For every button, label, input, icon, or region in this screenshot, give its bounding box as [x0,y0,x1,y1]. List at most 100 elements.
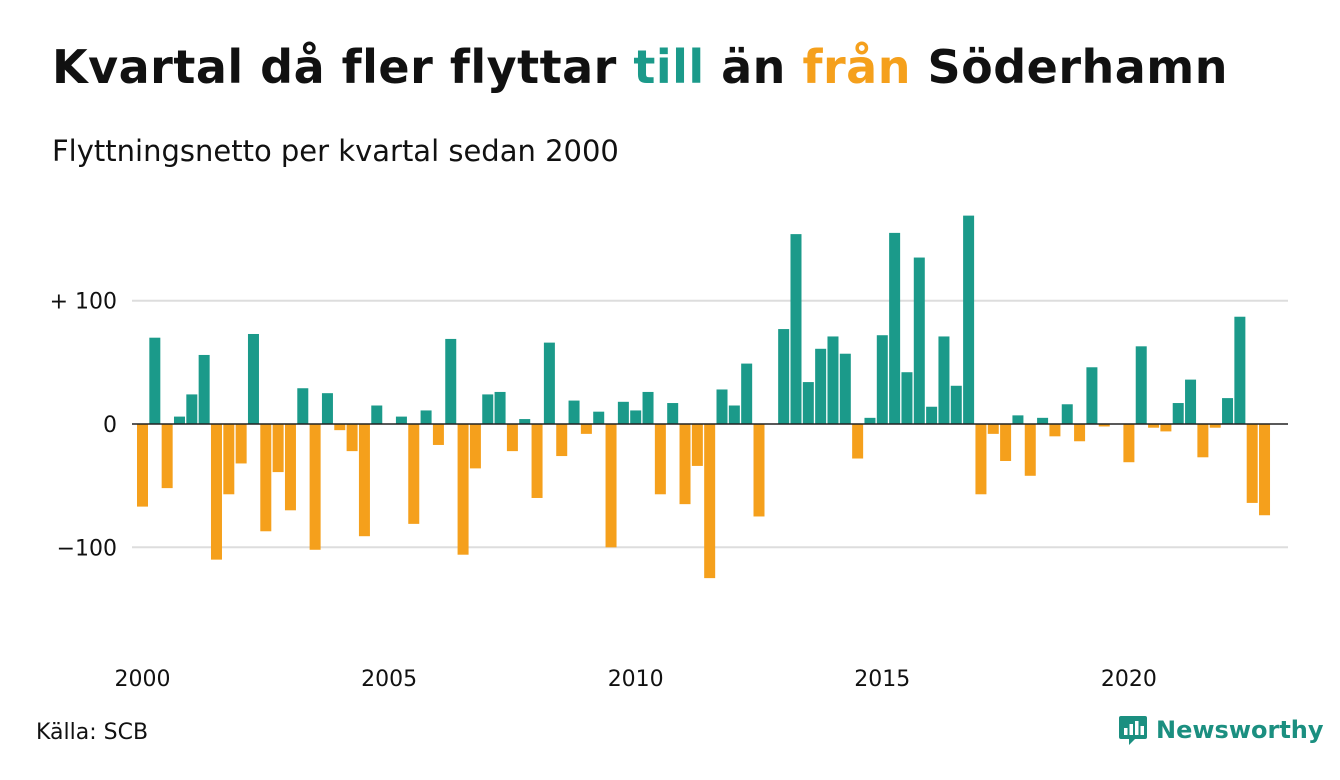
bar [494,391,506,424]
bar [839,353,851,424]
bar [1197,424,1209,458]
bar [1061,404,1073,424]
bar [790,234,802,424]
chart-title: Kvartal då fler flyttar till än från Söd… [52,40,1228,94]
bar [1234,316,1246,424]
bar-chart: + 100 0 −100 2000 2005 2010 2015 2020 [50,215,1288,692]
bar [728,405,740,424]
bar [506,424,518,452]
bar [852,424,864,459]
bar [617,401,629,424]
bar [913,257,925,424]
bar [802,382,814,424]
bar [1259,424,1271,516]
bar [827,336,839,424]
x-tick-label: 2020 [1101,667,1157,692]
bar [1123,424,1135,463]
bar [137,424,148,507]
bar [605,424,617,548]
bar [297,388,309,424]
bar [642,391,654,424]
bar [543,342,555,424]
bar [667,403,679,424]
bar [1098,424,1110,427]
title-positive-word: till [633,40,705,94]
bar [679,424,691,505]
title-part2: än [704,40,803,94]
bar [272,424,284,473]
bar [1246,424,1258,503]
brand-logo: Newsworthy [1118,714,1324,746]
bar [482,394,494,424]
bar [568,400,580,424]
bar [556,424,568,457]
bar [432,424,444,445]
bar [716,389,728,424]
bar [975,424,987,495]
x-tick-label: 2000 [115,667,171,692]
bar [938,336,950,424]
y-tick-label: −100 [57,536,117,561]
bar [334,424,346,431]
bar [1135,346,1147,424]
bar [198,354,210,424]
title-part3: Söderhamn [910,40,1228,94]
bar [149,337,161,424]
x-tick-label: 2005 [361,667,417,692]
bar [963,215,975,424]
bar [247,333,259,424]
bar [531,424,543,498]
bar [186,394,198,424]
bar [1222,398,1234,424]
bar [1209,424,1221,428]
bar [346,424,358,452]
bar [654,424,666,495]
bar [1185,379,1197,424]
bar [630,410,642,424]
x-tick-label: 2015 [854,667,910,692]
bar [901,372,913,424]
bar [1172,403,1184,424]
x-tick-label: 2010 [608,667,664,692]
bar [260,424,272,532]
bar [223,424,235,495]
bar [284,424,296,511]
bar [876,335,888,424]
bar [210,424,222,560]
bar [864,417,876,424]
bar [580,424,592,434]
bar [753,424,765,517]
bar [1074,424,1086,442]
chart-subtitle: Flyttningsnetto per kvartal sedan 2000 [52,134,619,168]
bar [1086,367,1098,424]
bar [1049,424,1061,437]
bar [926,406,938,424]
bar [420,410,432,424]
title-negative-word: från [802,40,911,94]
bar [1024,424,1036,476]
bar [395,416,407,424]
bar [778,329,790,424]
bar [1000,424,1012,461]
bar [161,424,173,489]
bar [519,419,531,424]
bar [408,424,420,524]
bar [1012,415,1024,424]
bar [235,424,247,464]
title-part1: Kvartal då fler flyttar [52,40,634,94]
bar [987,424,999,434]
bar [1160,424,1172,432]
bar [173,416,185,424]
bar [593,411,605,424]
bar [469,424,481,469]
bar [741,363,753,424]
bar [1037,417,1049,424]
y-tick-label: + 100 [50,290,117,315]
bar [358,424,370,537]
bar [321,393,333,424]
bar [371,405,383,424]
bar [457,424,469,555]
source-note: Källa: SCB [36,720,149,745]
bar [691,424,703,466]
bar [309,424,321,550]
